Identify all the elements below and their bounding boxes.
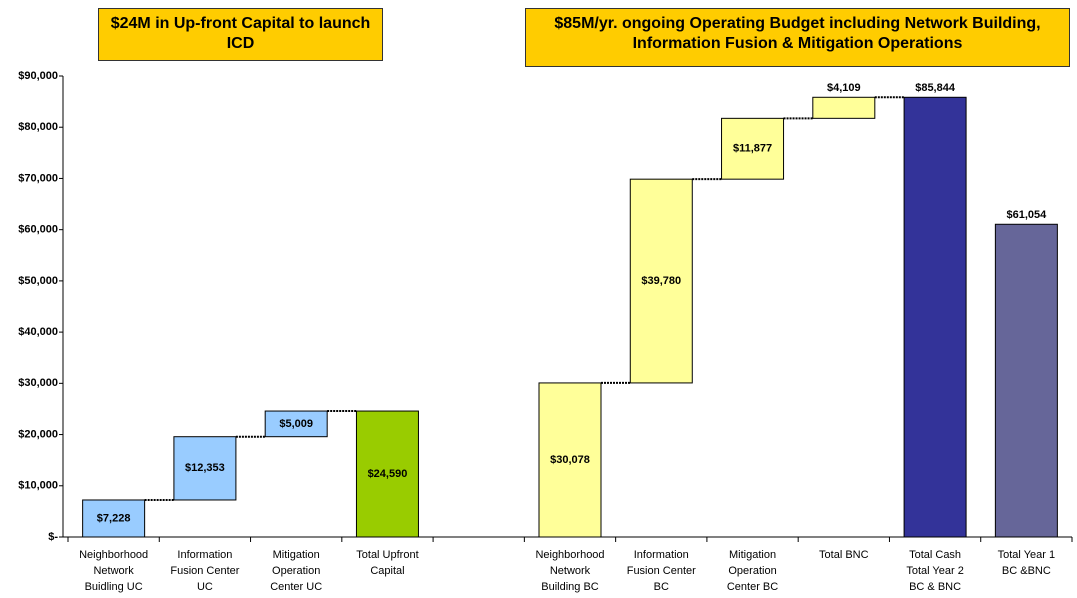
bar [812,96,876,119]
bar [903,96,967,538]
y-tick-label: $10,000 [18,480,58,492]
x-tick-label: Total Cash Total Year 2 BC & BNC [906,549,964,593]
bar [355,410,419,538]
value-label: $4,109 [827,82,861,94]
bar [994,223,1058,538]
y-tick-label: $- [48,531,58,543]
annotation: $85M/yr. ongoing Operating Budget includ… [525,8,1070,67]
x-tick-label: Total Year 1 BC &BNC [997,549,1056,577]
x-tick-label: Mitigation Operation Center BC [726,549,779,593]
y-tick-label: $40,000 [18,326,58,338]
bar [82,499,146,538]
x-tick-label: Total BNC [819,549,869,561]
bar [721,117,785,180]
x-tick-label: Total Upfront Capital [356,549,419,577]
value-label: $85,844 [915,82,956,94]
bar [538,382,602,538]
annotation: $24M in Up-front Capital to launch ICD [98,8,383,61]
y-tick-label: $30,000 [18,377,58,389]
value-label: $7,228 [97,512,131,524]
value-label: $61,054 [1006,209,1047,221]
y-tick-label: $90,000 [18,70,58,82]
x-tick-label: Information Fusion Center BC [626,549,696,593]
x-tick-label: Neighborhood Network Buidling UC [79,549,149,593]
bar [173,436,237,501]
y-tick-label: $50,000 [18,275,58,287]
value-label: $30,078 [550,454,590,466]
y-tick-label: $80,000 [18,121,58,133]
x-tick-label: Information Fusion Center UC [170,549,240,593]
bar [264,410,328,438]
x-tick-label: Neighborhood Network Building BC [535,549,605,593]
value-label: $39,780 [641,275,681,287]
value-label: $24,590 [368,468,408,480]
x-tick-label: Mitigation Operation Center UC [270,549,323,593]
y-tick-label: $60,000 [18,224,58,236]
bar [629,178,693,384]
value-label: $5,009 [279,418,313,430]
value-label: $12,353 [185,462,225,474]
y-tick-label: $70,000 [18,172,58,184]
y-tick-label: $20,000 [18,428,58,440]
value-label: $11,877 [733,143,772,155]
